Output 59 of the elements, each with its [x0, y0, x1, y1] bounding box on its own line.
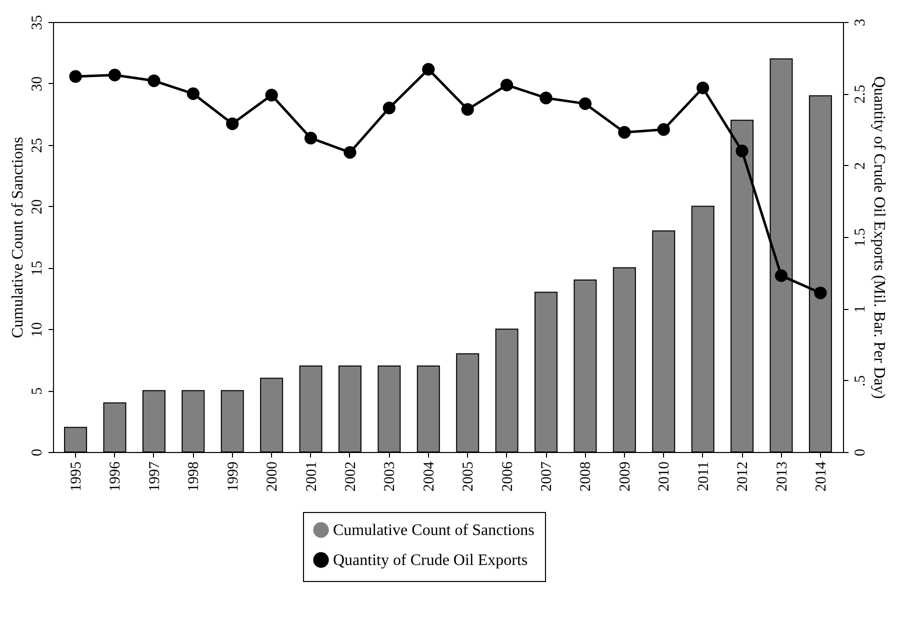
y-tick-label: 30 [30, 76, 46, 92]
point [344, 146, 356, 159]
y2-tick-label: 2.5 [852, 84, 868, 104]
point [422, 62, 435, 76]
point [108, 68, 122, 82]
x-tick-label: 2013 [774, 462, 790, 492]
x-tick-label: 2001 [304, 462, 320, 492]
point [226, 117, 239, 130]
x-tick-label: 2012 [735, 462, 752, 492]
x-tick-label: 2004 [421, 461, 438, 492]
x-tick-label: 2003 [382, 462, 398, 492]
y2-tick-label: 2 [852, 162, 868, 170]
y2-tick-label: 1 [852, 305, 868, 313]
y-axis-title: Cumulative Count of Sanctions [10, 136, 26, 338]
x-tick-label: 1998 [186, 462, 202, 492]
point [696, 82, 710, 94]
point [736, 144, 748, 158]
x-tick-label: 2014 [813, 461, 830, 492]
point [618, 126, 631, 139]
point [540, 92, 552, 104]
y-tick-label: 25 [30, 138, 46, 153]
point [578, 97, 592, 110]
x-tick-label: 1996 [108, 461, 124, 492]
point [304, 132, 318, 144]
y2-tick-label: 1.5 [852, 228, 868, 247]
x-tick-label: 2009 [617, 462, 634, 492]
point [186, 87, 200, 100]
x-tick-label: 1997 [146, 461, 163, 492]
point [774, 269, 788, 282]
y-tick-label: 5 [30, 387, 46, 395]
y-tick-label: 0 [30, 448, 46, 456]
point [461, 103, 474, 116]
x-tick-label: 2005 [460, 462, 477, 492]
legend-label: Quantity of Crude Oil Exports [333, 552, 528, 569]
point [265, 88, 278, 102]
point [69, 70, 82, 83]
x-tick-label: 2000 [264, 462, 281, 492]
y-tick-label: 10 [30, 322, 46, 338]
x-tick-label: 2011 [696, 462, 712, 491]
x-tick-label: 2007 [539, 461, 556, 492]
y2-tick-label: 3 [852, 18, 868, 26]
point [657, 123, 670, 136]
y2-axis-title: Quantity of Crude Oil Exports (Mil. Bar. Per Day) [870, 76, 888, 399]
x-tick-label: 1995 [68, 462, 85, 492]
y2-tick-label: .5 [852, 375, 868, 386]
legend-label: Cumulative Count of Sanctions [333, 522, 534, 539]
x-tick-label: 2010 [656, 462, 673, 492]
y-tick-label: 35 [30, 15, 46, 30]
point [814, 286, 827, 300]
point [382, 102, 396, 114]
x-tick-label: 2006 [500, 461, 516, 492]
x-tick-label: 2002 [342, 462, 359, 492]
x-tick-label: 2008 [578, 462, 594, 492]
y-tick-label: 20 [30, 199, 46, 214]
point [500, 78, 514, 92]
y-tick-label: 15 [30, 260, 46, 276]
x-tick-label: 1999 [225, 462, 242, 492]
y2-tick-label: 0 [852, 448, 868, 456]
point [148, 74, 160, 88]
